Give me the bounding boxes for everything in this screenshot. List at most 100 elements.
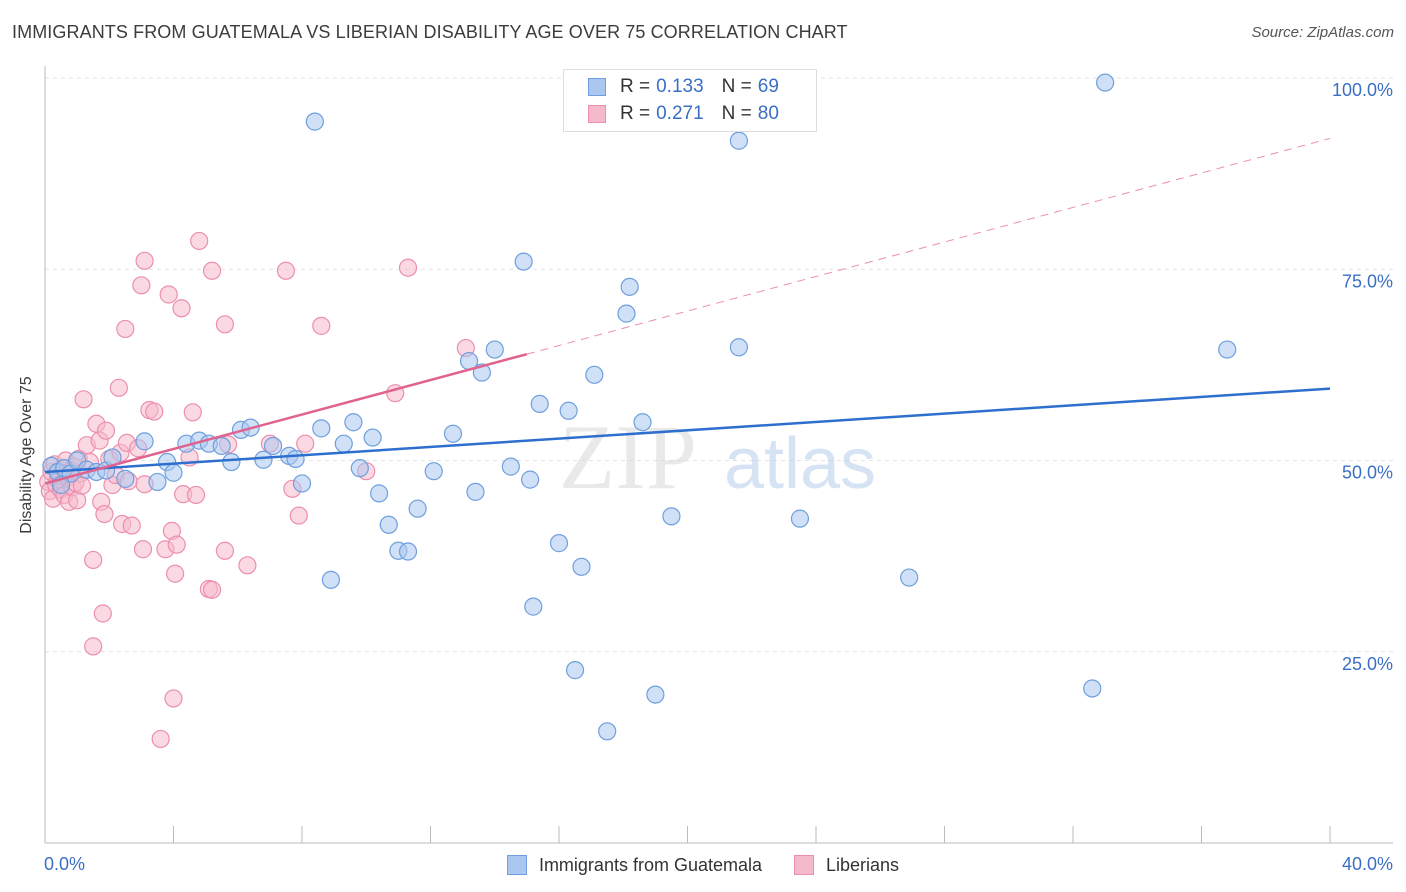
liberian-point	[84, 637, 103, 656]
guatemala-point	[646, 685, 665, 704]
liberian-point	[172, 299, 191, 318]
guatemala-point	[379, 515, 398, 534]
liberian-point	[133, 540, 153, 559]
legend-row-guatemala: R = 0.133 N = 69	[588, 74, 779, 100]
legend-n-value: 80	[757, 103, 779, 124]
legend-n-value: 69	[757, 76, 779, 97]
guatemala-point	[305, 112, 324, 131]
trend-layer	[44, 137, 1331, 485]
liberian-point	[132, 276, 151, 295]
legend-item-liberians[interactable]: Liberians	[794, 855, 899, 876]
liberian-point	[398, 258, 418, 277]
liberian-point	[215, 315, 234, 334]
liberian-point	[190, 231, 209, 251]
guatemala-point	[148, 472, 167, 492]
guatemala-point	[617, 304, 636, 323]
guatemala-point	[363, 428, 382, 447]
legend-label-guatemala: Immigrants from Guatemala	[538, 854, 763, 875]
liberian-point	[84, 550, 103, 570]
guatemala-point	[1218, 340, 1237, 359]
legend-row-liberians: R = 0.271 N = 80	[588, 101, 779, 127]
guatemala-point	[116, 469, 135, 488]
liberian-point	[109, 378, 128, 397]
legend-r-value: 0.271	[656, 103, 704, 124]
guatemala-point	[559, 401, 578, 420]
legend-r-label: R =	[620, 76, 651, 97]
guatemala-point	[514, 252, 533, 271]
guatemala-point	[398, 542, 418, 561]
liberian-trend-line	[44, 352, 528, 485]
guatemala-point	[443, 424, 463, 443]
guatemala-point	[662, 507, 681, 526]
legend-r-value: 0.133	[656, 76, 704, 97]
watermark-zip: ZIP	[559, 406, 697, 508]
liberian-point	[276, 261, 296, 280]
guatemala-point	[729, 338, 749, 357]
guatemala-point	[164, 463, 183, 482]
liberian-point	[186, 485, 206, 505]
liberian-point	[135, 251, 154, 270]
watermark: ZIP atlas	[559, 406, 876, 508]
guatemala-point	[729, 131, 749, 150]
y-tick-label: 75.0%	[1342, 271, 1393, 291]
guatemala-point	[633, 413, 652, 432]
guatemala-point	[350, 459, 369, 478]
legend-swatch-blue	[588, 78, 606, 96]
guatemala-point	[565, 661, 585, 680]
y-tick-label: 50.0%	[1342, 463, 1393, 483]
y-tick-label: 100.0%	[1332, 80, 1393, 100]
liberian-point	[166, 564, 185, 583]
guatemala-point	[334, 434, 353, 453]
chart-title: IMMIGRANTS FROM GUATEMALA VS LIBERIAN DI…	[12, 22, 848, 42]
guatemala-point	[585, 365, 604, 384]
liberian-point	[93, 604, 112, 623]
legend-label-liberians: Liberians	[826, 854, 900, 875]
liberian-point	[164, 689, 183, 708]
liberian-point	[296, 434, 315, 453]
guatemala-point	[321, 570, 341, 589]
guatemala-point	[408, 499, 427, 518]
liberian-point	[159, 285, 178, 304]
guatemala-point	[135, 432, 154, 451]
guatemala-point	[549, 534, 569, 553]
liberian-point	[145, 402, 164, 421]
guatemala-point	[344, 413, 363, 432]
liberian-point	[122, 516, 141, 535]
guatemala-point	[286, 449, 305, 469]
legend-item-guatemala[interactable]: Immigrants from Guatemala	[506, 854, 763, 876]
guatemala-point	[263, 436, 283, 456]
guatemala-point	[312, 419, 331, 438]
guatemala-point	[424, 462, 443, 481]
liberian-point	[167, 535, 186, 554]
guatemala-point	[524, 597, 543, 616]
guatemala-point	[254, 450, 273, 469]
liberian-point	[151, 729, 170, 749]
guatemala-point	[1083, 679, 1102, 698]
guatemala-point	[501, 457, 520, 476]
guatemala-trend-line	[44, 387, 1331, 474]
liberian-point	[74, 390, 93, 409]
guatemala-point	[520, 470, 540, 489]
guatemala-point	[466, 482, 485, 501]
guatemala-point	[598, 722, 617, 741]
liberian-point	[289, 506, 308, 525]
guatemala-point	[900, 568, 919, 587]
guatemala-point	[572, 557, 591, 576]
legend-swatch-pink	[588, 105, 606, 123]
source-label: Source: ZipAtlas.com	[1251, 24, 1394, 41]
liberian-point	[312, 316, 331, 335]
liberian-trend-extension	[526, 137, 1331, 355]
guatemala-point	[222, 452, 241, 472]
legend-n-label: N =	[721, 76, 752, 97]
legend-swatch-blue	[506, 855, 527, 875]
liberian-point	[96, 421, 116, 440]
legend-r-label: R =	[620, 103, 651, 124]
liberian-point	[202, 261, 222, 280]
axis-layer	[44, 66, 1393, 844]
watermark-atlas: atlas	[724, 424, 876, 504]
guatemala-point	[1096, 73, 1115, 92]
y-tick-label: 25.0%	[1342, 654, 1393, 674]
liberian-point	[95, 504, 114, 524]
legend-n-label: N =	[721, 103, 752, 124]
